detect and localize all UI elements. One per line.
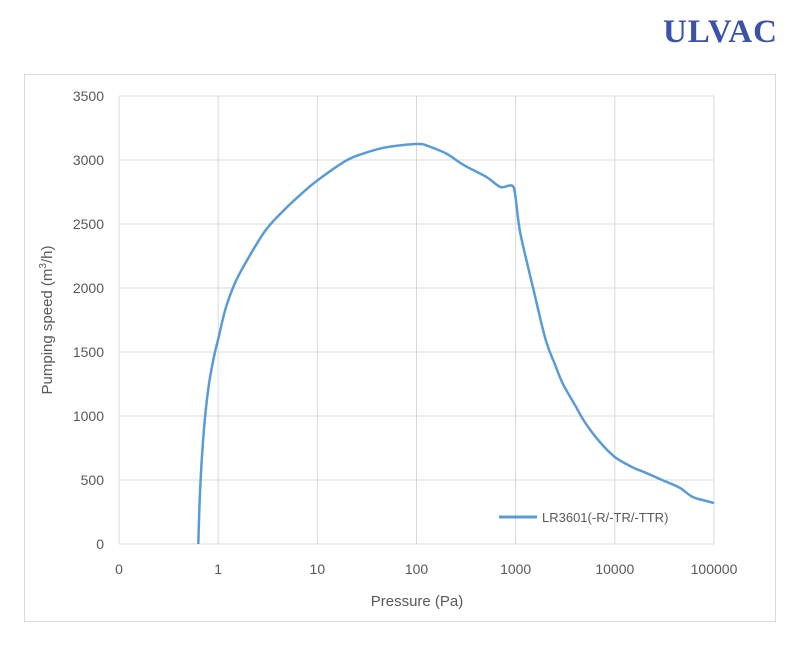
x-tick-label: 10: [310, 561, 326, 577]
ulvac-logo: ULVAC: [662, 14, 778, 50]
y-axis-title-sup: 3: [38, 263, 49, 269]
y-tick-label: 2000: [73, 280, 104, 296]
y-tick-label: 1500: [73, 344, 104, 360]
y-tick-label: 2500: [73, 216, 104, 232]
y-tick-label: 3000: [73, 152, 104, 168]
y-tick-label: 0: [96, 536, 104, 552]
y-tick-label: 1000: [73, 408, 104, 424]
x-tick-label: 1: [214, 561, 222, 577]
x-tick-label: 0: [115, 561, 123, 577]
x-axis-title: Pressure (Pa): [371, 593, 464, 610]
x-tick-labels: 0 1 10 100 1000 10000 100000: [115, 561, 737, 577]
x-tick-label: 100: [405, 561, 429, 577]
y-tick-label: 500: [81, 472, 105, 488]
x-tick-label: 10000: [595, 561, 634, 577]
y-axis-title-prefix: Pumping speed (m: [39, 269, 56, 395]
y-axis-title: Pumping speed (m3/h): [38, 246, 56, 395]
gridlines: [118, 95, 715, 545]
y-tick-labels: 0 500 1000 1500 2000 2500 3000 3500: [73, 88, 104, 552]
series-line-0: [197, 142, 715, 545]
legend: LR3601(-R/-TR/-TTR): [499, 510, 668, 525]
x-tick-label: 100000: [691, 561, 738, 577]
x-tick-label: 1000: [500, 561, 531, 577]
y-axis-title-suffix: /h): [39, 246, 56, 264]
y-tick-label: 3500: [73, 88, 104, 104]
series-lines: [197, 142, 715, 545]
legend-label: LR3601(-R/-TR/-TTR): [542, 510, 668, 525]
chart-frame: [24, 74, 776, 622]
